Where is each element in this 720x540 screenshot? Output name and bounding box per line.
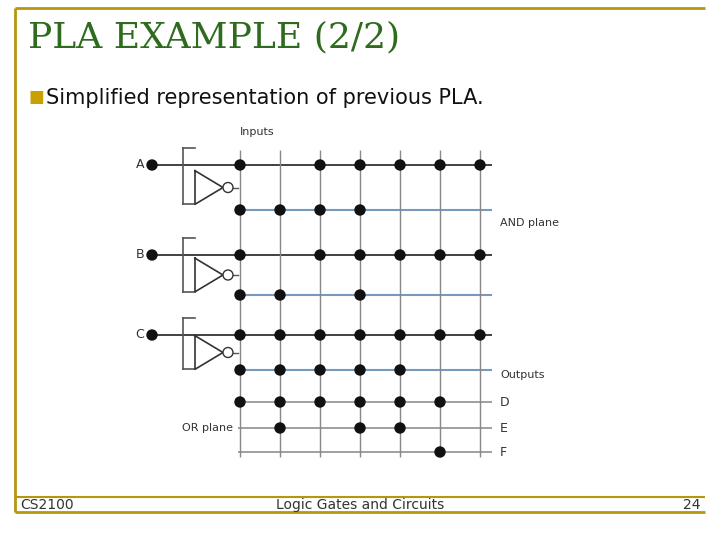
Circle shape	[223, 348, 233, 357]
Circle shape	[147, 160, 157, 170]
Circle shape	[315, 250, 325, 260]
Circle shape	[435, 447, 445, 457]
Circle shape	[275, 330, 285, 340]
Circle shape	[275, 205, 285, 215]
Circle shape	[235, 397, 245, 407]
Circle shape	[395, 365, 405, 375]
Circle shape	[223, 270, 233, 280]
Circle shape	[147, 250, 157, 260]
Text: Outputs: Outputs	[500, 370, 544, 380]
Text: PLA EXAMPLE (2/2): PLA EXAMPLE (2/2)	[28, 20, 400, 54]
Circle shape	[475, 330, 485, 340]
Text: ■: ■	[28, 88, 44, 106]
Circle shape	[395, 160, 405, 170]
Circle shape	[395, 330, 405, 340]
Circle shape	[275, 290, 285, 300]
Text: CS2100: CS2100	[20, 498, 73, 512]
Circle shape	[315, 365, 325, 375]
Circle shape	[235, 330, 245, 340]
Circle shape	[147, 330, 157, 340]
Text: Simplified representation of previous PLA.: Simplified representation of previous PL…	[46, 88, 484, 108]
Circle shape	[223, 183, 233, 192]
Circle shape	[435, 397, 445, 407]
Text: Inputs: Inputs	[240, 127, 274, 137]
Text: OR plane: OR plane	[182, 423, 233, 433]
Text: Logic Gates and Circuits: Logic Gates and Circuits	[276, 498, 444, 512]
Circle shape	[355, 397, 365, 407]
Text: D: D	[500, 395, 510, 408]
Circle shape	[355, 330, 365, 340]
Text: B: B	[135, 248, 144, 261]
Circle shape	[315, 205, 325, 215]
Text: AND plane: AND plane	[500, 218, 559, 227]
Text: E: E	[500, 422, 508, 435]
Circle shape	[275, 397, 285, 407]
Circle shape	[435, 250, 445, 260]
Circle shape	[315, 160, 325, 170]
Circle shape	[355, 290, 365, 300]
Circle shape	[235, 290, 245, 300]
Circle shape	[355, 423, 365, 433]
Circle shape	[355, 250, 365, 260]
Text: 24: 24	[683, 498, 700, 512]
Circle shape	[275, 365, 285, 375]
Circle shape	[315, 330, 325, 340]
Circle shape	[315, 397, 325, 407]
Circle shape	[235, 250, 245, 260]
Circle shape	[235, 365, 245, 375]
Circle shape	[475, 160, 485, 170]
Circle shape	[355, 205, 365, 215]
Circle shape	[435, 160, 445, 170]
Circle shape	[435, 330, 445, 340]
Circle shape	[475, 250, 485, 260]
Text: C: C	[135, 328, 144, 341]
Circle shape	[355, 365, 365, 375]
Circle shape	[355, 160, 365, 170]
Text: F: F	[500, 446, 507, 458]
Text: A: A	[135, 159, 144, 172]
Circle shape	[275, 423, 285, 433]
Circle shape	[395, 397, 405, 407]
Circle shape	[235, 205, 245, 215]
Circle shape	[235, 160, 245, 170]
Circle shape	[395, 423, 405, 433]
Circle shape	[395, 250, 405, 260]
